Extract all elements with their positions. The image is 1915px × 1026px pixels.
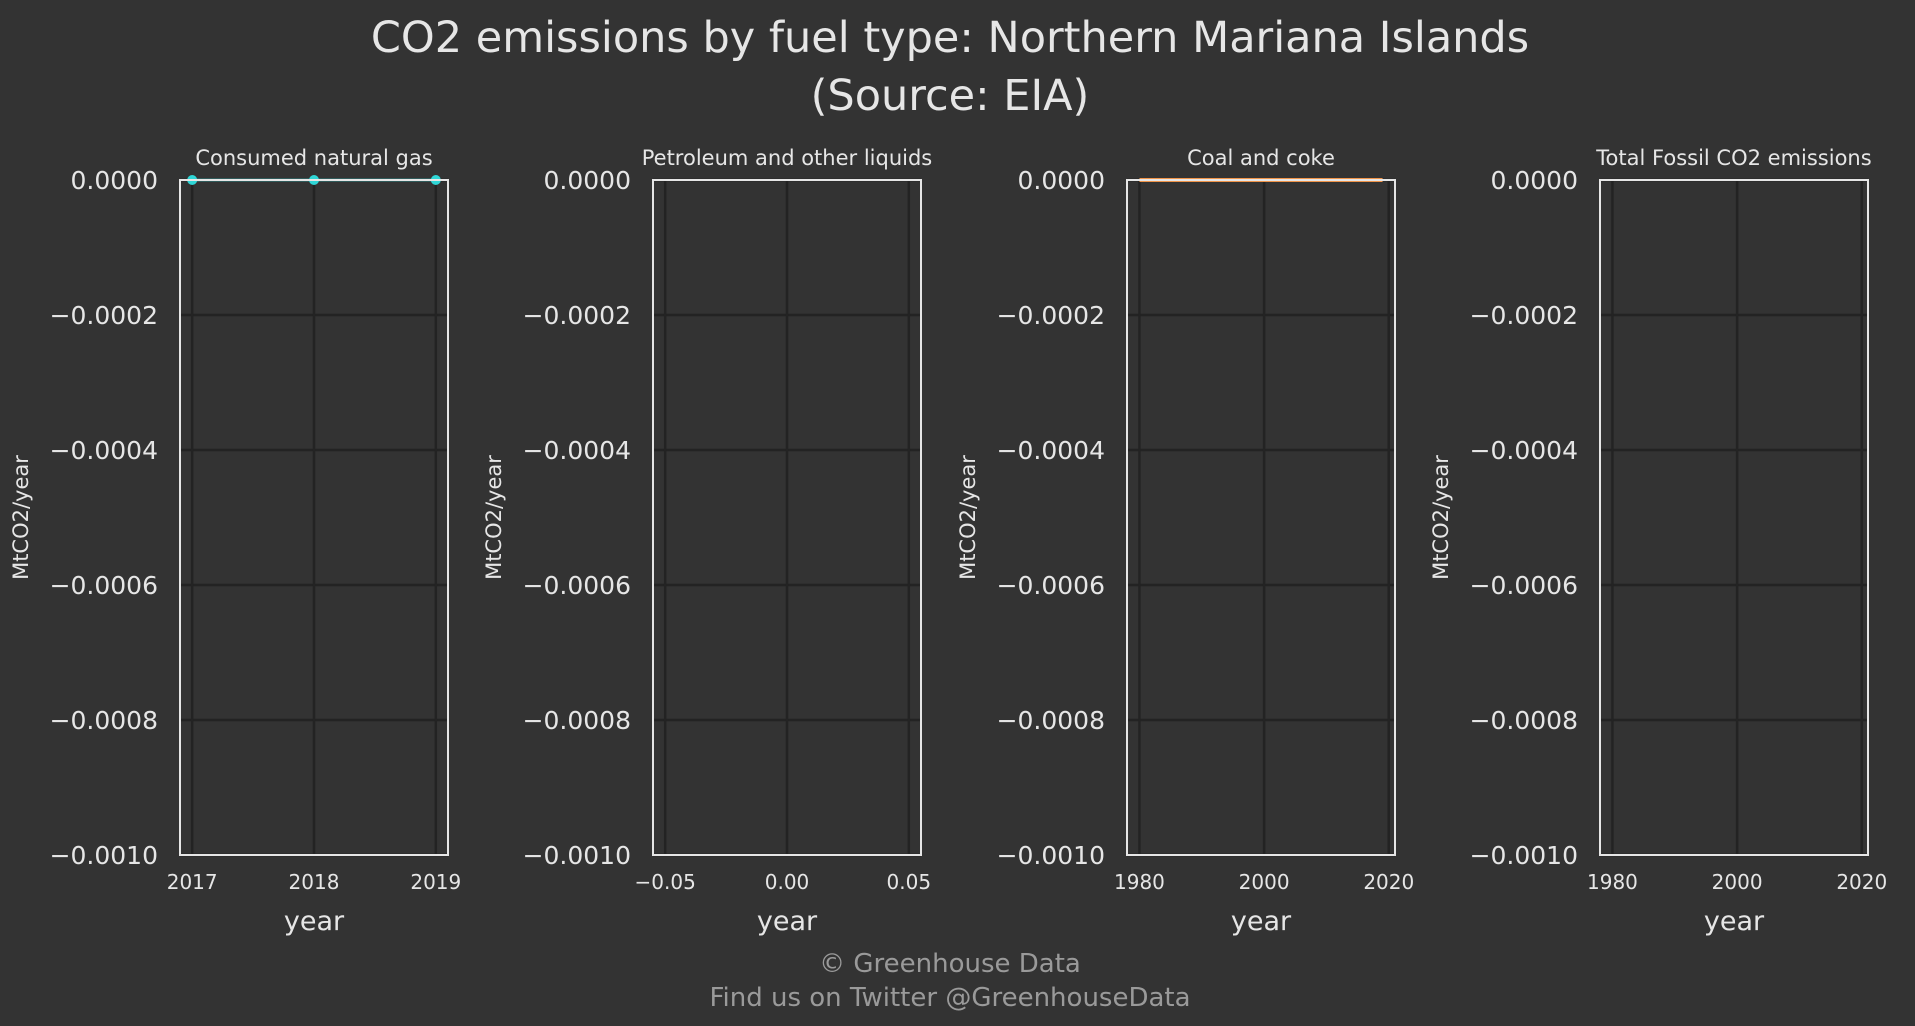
x-tick-label-3: 2020 (1836, 870, 1887, 894)
y-tick-label-5: −0.0008 (1470, 706, 1578, 735)
y-tick-label-2: −0.0002 (1470, 301, 1578, 330)
y-tick-label-6: −0.0010 (997, 841, 1105, 870)
y-tick-label-3: −0.0004 (997, 436, 1105, 465)
y-tick-label-3: −0.0004 (523, 436, 631, 465)
panel-title: Petroleum and other liquids (642, 146, 933, 170)
y-tick-label-6: −0.0010 (523, 841, 631, 870)
chart-panel-3: 0.0000 −0.0002 −0.0004 −0.0006 −0.0008 −0.001… (956, 146, 1414, 937)
x-tick-label-2: 2000 (1239, 870, 1290, 894)
x-tick-label-2: 0.00 (765, 870, 810, 894)
x-tick-label-2: 2018 (289, 870, 340, 894)
x-tick-label-3: 2020 (1363, 870, 1414, 894)
y-tick-label-1: 0.0000 (1491, 166, 1578, 195)
plot-area (1127, 180, 1395, 855)
x-tick-label-3: 2019 (410, 870, 461, 894)
x-tick-label-1: 1980 (1114, 870, 1165, 894)
x-axis-label: year (284, 906, 345, 937)
y-tick-label-5: −0.0008 (523, 706, 631, 735)
x-axis-label: year (757, 906, 818, 937)
y-tick-label-1: 0.0000 (544, 166, 631, 195)
x-axis-label: year (1231, 906, 1292, 937)
x-axis-label: year (1704, 906, 1765, 937)
x-tick-label-3: 0.05 (887, 870, 932, 894)
y-tick-label-5: −0.0008 (50, 706, 158, 735)
panel-title: Total Fossil CO2 emissions (1595, 146, 1871, 170)
y-axis-label: MtCO2/year (1429, 455, 1453, 580)
chart-panel-2: 0.0000 −0.0002 −0.0004 −0.0006 −0.0008 −0.001… (482, 146, 932, 937)
y-axis-label: MtCO2/year (956, 455, 980, 580)
axes-frame (652, 179, 922, 856)
y-tick-label-1: 0.0000 (1018, 166, 1105, 195)
y-tick-label-4: −0.0006 (50, 571, 158, 600)
y-tick-label-6: −0.0010 (50, 841, 158, 870)
y-axis-label: MtCO2/year (482, 455, 506, 580)
axes-frame (179, 179, 449, 856)
plot-area (1600, 180, 1868, 855)
chart-panels: 0.0000 −0.0002 −0.0004 −0.0006 −0.0008 −0.001… (9, 146, 1887, 937)
y-tick-label-4: −0.0006 (523, 571, 631, 600)
y-tick-label-3: −0.0004 (50, 436, 158, 465)
y-tick-label-2: −0.0002 (997, 301, 1105, 330)
y-tick-label-1: 0.0000 (71, 166, 158, 195)
y-tick-label-5: −0.0008 (997, 706, 1105, 735)
y-tick-label-3: −0.0004 (1470, 436, 1578, 465)
chart-panel-1: 0.0000 −0.0002 −0.0004 −0.0006 −0.0008 −0.001… (9, 146, 461, 937)
panel-title: Consumed natural gas (195, 146, 432, 170)
y-tick-label-4: −0.0006 (997, 571, 1105, 600)
axes-frame (1599, 179, 1869, 856)
y-tick-label-2: −0.0002 (523, 301, 631, 330)
panel-title: Coal and coke (1187, 146, 1335, 170)
y-axis-label: MtCO2/year (9, 455, 33, 580)
footer-twitter: Find us on Twitter @GreenhouseData (709, 983, 1190, 1013)
axes-frame (1126, 179, 1396, 856)
chart-panel-4: 0.0000 −0.0002 −0.0004 −0.0006 −0.0008 −0.001… (1429, 146, 1887, 937)
y-tick-label-4: −0.0006 (1470, 571, 1578, 600)
footer-copyright: © Greenhouse Data (819, 949, 1081, 979)
x-tick-label-1: 1980 (1587, 870, 1638, 894)
figure-title-line-1: CO2 emissions by fuel type: Northern Mar… (371, 13, 1529, 63)
y-tick-label-2: −0.0002 (50, 301, 158, 330)
x-tick-label-2: 2000 (1712, 870, 1763, 894)
figure-title-line-2: (Source: EIA) (811, 71, 1090, 121)
x-tick-label-1: −0.05 (635, 870, 696, 894)
y-tick-label-6: −0.0010 (1470, 841, 1578, 870)
x-tick-label-1: 2017 (167, 870, 218, 894)
